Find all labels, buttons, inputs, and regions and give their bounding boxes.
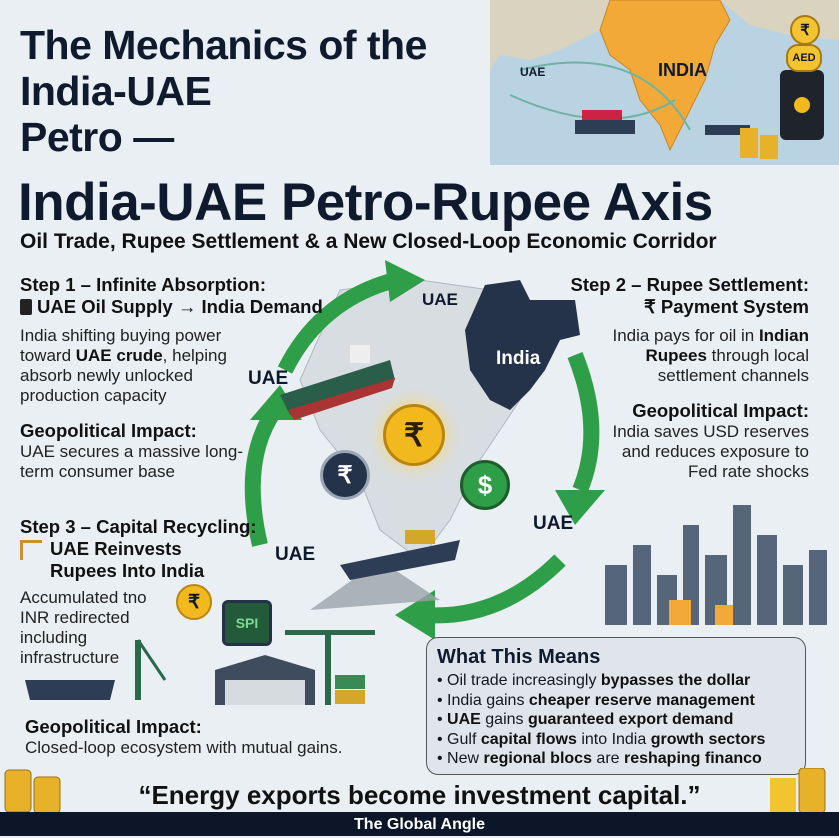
what-this-means-heading: What This Means	[437, 646, 601, 668]
step2-body: India pays for oil in Indian Rupees thro…	[612, 326, 809, 385]
dollar-coin-icon: $	[460, 460, 510, 510]
oil-barrels-icon	[4, 769, 61, 814]
diagram-label-india: India	[496, 348, 541, 369]
step2-impact-body: India saves USD reserves and reduces exp…	[612, 422, 809, 481]
city-skyline-illustration	[605, 505, 827, 625]
step1-subheading-text: UAE Oil Supply → India Demand	[37, 296, 323, 317]
step2-impact-heading: Geopolitical Impact:	[632, 400, 809, 421]
title-line: Petro —	[20, 114, 174, 160]
port-industry-illustration	[25, 630, 375, 705]
cycle-arrows	[244, 272, 600, 624]
step1-body: India shifting buying power toward UAE c…	[20, 326, 227, 405]
step1-subheading: UAE Oil Supply → India Demand	[20, 296, 340, 318]
title-line: The Mechanics of the	[20, 22, 427, 68]
list-item: • New regional blocs are reshaping finan…	[437, 750, 762, 767]
cycle-diagram	[244, 260, 605, 640]
crane-icon	[20, 540, 42, 560]
rupee-coin-icon: ₹	[790, 15, 820, 45]
step3-impact-body: Closed-loop ecosystem with mutual gains.	[25, 738, 343, 757]
diagram-label-uae-right: UAE	[533, 513, 574, 534]
diagram-label-uae-bottom-left: UAE	[275, 544, 316, 565]
step2-heading: Step 2 – Rupee Settlement:	[570, 274, 809, 295]
headline: India-UAE Petro-Rupee Axis	[18, 173, 713, 232]
step3-heading: Step 3 – Capital Recycling:	[20, 516, 257, 537]
step3-subheading-text: UAE Reinvests Rupees Into India	[50, 538, 205, 581]
rupee-gold-coin-icon: ₹	[383, 404, 445, 466]
top-map-illustration: UAE INDIA ₹ AED	[395, 0, 839, 165]
oil-barrel-icon	[20, 299, 32, 315]
step3-impact-heading: Geopolitical Impact:	[25, 716, 202, 737]
quote: “Energy exports become investment capita…	[138, 780, 701, 810]
list-item: • UAE gains guaranteed export demand	[437, 711, 734, 728]
step3-subheading: UAE Reinvests Rupees Into India	[20, 538, 280, 582]
step2-section: Step 2 – Rupee Settlement: ₹ Payment Sys…	[560, 274, 809, 482]
step3-impact: Geopolitical Impact: Closed-loop ecosyst…	[25, 716, 342, 758]
list-item: • Oil trade increasingly bypasses the do…	[437, 672, 751, 689]
footer-brand: The Global Angle	[0, 812, 839, 836]
step3-body: Accumulated tno INR redirected including…	[20, 588, 147, 667]
step1-impact-body: UAE secures a massive long-term consumer…	[20, 442, 243, 481]
spi-chip-icon: SPI	[222, 600, 272, 646]
step3-section: Step 3 – Capital Recycling: UAE Reinvest…	[20, 516, 280, 668]
step1-section: Step 1 – Infinite Absorption: UAE Oil Su…	[20, 274, 340, 482]
title-line: India-UAE	[20, 68, 212, 114]
rupee-coin-icon: ₹	[176, 584, 212, 620]
page-title: The Mechanics of the India-UAE Petro —	[20, 22, 427, 160]
top-map-india-label: INDIA	[658, 60, 707, 80]
step2-subheading: ₹ Payment System	[644, 296, 809, 317]
list-item: • India gains cheaper reserve management	[437, 691, 755, 709]
what-this-means-box: What This Means • Oil trade increasingly…	[426, 637, 806, 775]
oil-tanker-icon	[280, 345, 395, 420]
diagram-label-uae-top: UAE	[422, 290, 458, 309]
aed-coin-icon: AED	[786, 44, 822, 72]
subtitle: Oil Trade, Rupee Settlement & a New Clos…	[20, 230, 717, 253]
step1-impact-heading: Geopolitical Impact:	[20, 420, 197, 441]
cargo-ship-icon	[340, 530, 460, 580]
india-map	[465, 280, 580, 410]
list-item: • Gulf capital flows into India growth s…	[437, 730, 766, 748]
step1-heading: Step 1 – Infinite Absorption:	[20, 274, 266, 295]
top-map-uae-label: UAE	[520, 65, 546, 79]
diagram-label-uae-left: UAE	[248, 368, 289, 389]
rupee-dark-coin-icon: ₹	[320, 450, 370, 500]
